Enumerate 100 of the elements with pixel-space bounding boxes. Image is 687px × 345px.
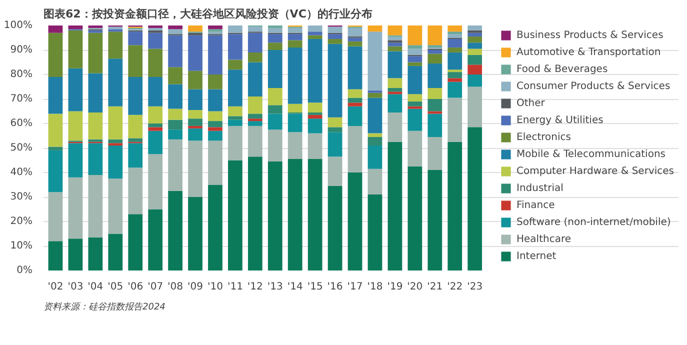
y-tick-label: 20% (10, 216, 33, 227)
bar (328, 26, 342, 33)
bar (308, 35, 322, 39)
bar (188, 89, 202, 110)
bar (68, 177, 83, 239)
bar (208, 29, 222, 32)
bar (288, 159, 302, 270)
bar (248, 62, 262, 97)
bar (208, 89, 222, 112)
x-tick-label: '09 (188, 282, 204, 292)
bar (448, 52, 462, 70)
bar (408, 48, 422, 55)
bar (268, 88, 282, 106)
bar (228, 106, 242, 116)
legend-label: Software (non-internet/mobile) (516, 216, 671, 228)
bar (268, 114, 282, 130)
bar (108, 106, 123, 140)
bar (48, 32, 63, 77)
x-tick-label: '04 (88, 282, 104, 292)
bar (148, 48, 163, 77)
bar (428, 45, 442, 48)
bar (348, 89, 362, 98)
bar (408, 106, 422, 109)
bar (168, 67, 182, 84)
bar (328, 132, 342, 157)
bar (348, 102, 362, 106)
bar (308, 112, 322, 115)
legend-label: Other (516, 97, 545, 109)
bar (448, 32, 462, 34)
bar (348, 28, 362, 37)
x-tick-label: '23 (467, 282, 483, 292)
bar (388, 94, 402, 112)
bar (68, 111, 83, 141)
bar (208, 127, 222, 131)
bar (468, 127, 482, 270)
bar (108, 29, 123, 32)
bar (128, 138, 143, 142)
y-tick-label: 40% (10, 167, 33, 178)
bar (268, 161, 282, 270)
bar (348, 106, 362, 126)
bar (208, 74, 222, 90)
bar (328, 38, 342, 44)
text: 资料来源：硅谷指数报告2024 (44, 302, 166, 312)
bar (328, 44, 342, 118)
bar (148, 209, 163, 270)
bar (48, 146, 63, 150)
bar (268, 105, 282, 114)
x-tick-label: '21 (427, 282, 443, 292)
x-tick-label: '16 (327, 282, 343, 292)
bar (408, 66, 422, 94)
bar (268, 42, 282, 50)
y-tick-label: 70% (10, 94, 33, 104)
bar (248, 32, 262, 52)
bar (448, 82, 462, 98)
bar (388, 142, 402, 270)
bar (448, 34, 462, 38)
y-tick-label: 80% (10, 69, 33, 80)
x-tick-label: '11 (227, 282, 243, 292)
bar (88, 174, 103, 238)
x-tick-label: '22 (447, 282, 463, 292)
y-tick-label: 30% (10, 192, 33, 202)
bar (388, 36, 402, 40)
bar (308, 38, 322, 103)
bar (148, 76, 163, 106)
bar (428, 88, 442, 99)
bar (188, 118, 202, 126)
bar (248, 52, 262, 62)
bar (448, 48, 462, 52)
bar (128, 76, 143, 115)
bar (368, 98, 382, 134)
bar (108, 146, 123, 179)
legend-label: Business Products & Services (516, 29, 664, 41)
bar (148, 28, 163, 30)
legend-label: Electronics (516, 131, 572, 143)
bar (68, 30, 83, 68)
x-tick-label: '06 (128, 282, 144, 292)
bar (168, 139, 182, 191)
bar (188, 70, 202, 90)
bar (468, 48, 482, 55)
bar (308, 133, 322, 160)
bar (168, 190, 182, 270)
bar (348, 126, 362, 172)
bar (208, 121, 222, 128)
bar (288, 114, 302, 132)
bar (128, 32, 143, 46)
bar (88, 30, 103, 33)
legend-label: Consumer Products & Services (516, 80, 670, 92)
bar (408, 26, 422, 46)
bar (128, 45, 143, 77)
bar (108, 58, 123, 106)
bar (88, 143, 103, 175)
bar (228, 34, 242, 60)
bar (168, 84, 182, 109)
bar (188, 126, 202, 128)
bar (48, 150, 63, 192)
x-tick-label: '15 (307, 282, 323, 292)
bar (108, 26, 123, 30)
bar (368, 90, 382, 93)
bar (248, 156, 262, 270)
bar (88, 112, 103, 140)
